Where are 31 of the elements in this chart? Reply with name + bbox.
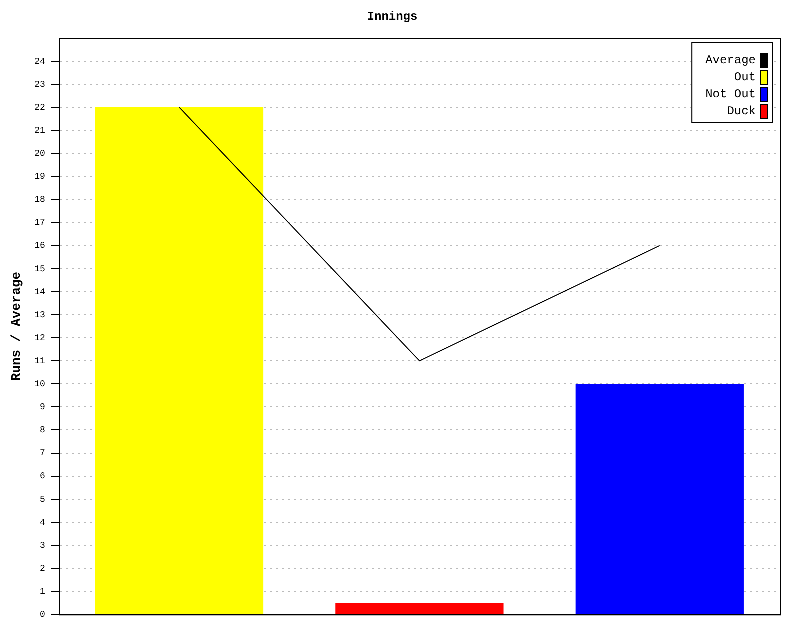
y-tick-label: 7 (40, 448, 46, 459)
y-tick-label: 13 (34, 310, 46, 320)
y-tick-label: 24 (34, 56, 46, 67)
y-tick-label: 5 (40, 494, 46, 505)
y-tick-label: 14 (34, 287, 46, 298)
y-tick-label: 19 (34, 172, 46, 182)
y-tick-label: 16 (34, 241, 46, 252)
y-tick-label: 12 (34, 333, 46, 344)
y-tick-label: 10 (34, 380, 46, 390)
y-tick-label: 2 (40, 564, 46, 574)
y-tick-label: 11 (34, 356, 46, 366)
chart-title: Innings (367, 10, 418, 24)
legend-label: Duck (727, 104, 756, 119)
y-tick-label: 0 (40, 610, 46, 620)
y-tick-label: 23 (34, 80, 46, 90)
y-axis-title: Runs / Average (9, 272, 24, 382)
y-tick-label: 20 (34, 149, 46, 160)
legend-label: Out (734, 70, 756, 85)
y-tick-label: 22 (34, 102, 46, 113)
y-tick-label: 3 (40, 540, 46, 551)
y-tick-label: 4 (40, 518, 46, 528)
y-tick-label: 17 (34, 218, 46, 228)
legend-label: Average (706, 54, 756, 68)
y-tick-label: 8 (40, 426, 46, 436)
y-tick-label: 9 (40, 402, 46, 413)
y-tick-label: 1 (40, 586, 46, 597)
legend-label: Not Out (706, 88, 756, 102)
y-tick-label: 18 (34, 195, 46, 206)
y-tick-label: 6 (40, 472, 46, 482)
y-tick-label: 15 (34, 264, 46, 274)
y-tick-label: 21 (34, 126, 46, 136)
